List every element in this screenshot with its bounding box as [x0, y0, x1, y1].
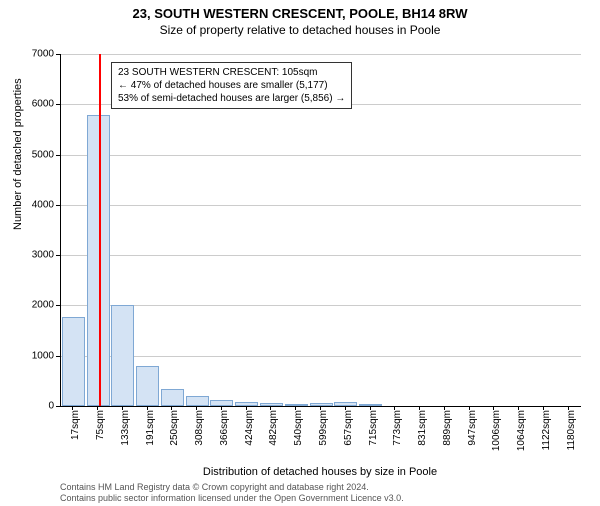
bar [136, 366, 159, 406]
y-tick-label: 4000 [14, 199, 54, 210]
plot-area: 23 SOUTH WESTERN CRESCENT: 105sqm ← 47% … [60, 54, 581, 407]
footer-line-2: Contains public sector information licen… [60, 493, 404, 503]
grid-line [61, 54, 581, 55]
x-tick-mark [320, 406, 321, 410]
x-tick-label: 366sqm [219, 410, 230, 454]
bar [111, 305, 134, 406]
x-tick-mark [469, 406, 470, 410]
x-tick-mark [72, 406, 73, 410]
y-tick-label: 5000 [14, 149, 54, 160]
x-axis-label: Distribution of detached houses by size … [60, 466, 580, 478]
y-tick-label: 2000 [14, 300, 54, 311]
x-tick-mark [493, 406, 494, 410]
info-line-2: ← 47% of detached houses are smaller (5,… [118, 79, 345, 92]
grid-line [61, 255, 581, 256]
x-tick-mark [518, 406, 519, 410]
x-tick-label: 831sqm [417, 410, 428, 454]
bar [210, 400, 233, 406]
bar [235, 402, 258, 406]
x-tick-mark [97, 406, 98, 410]
x-tick-label: 599sqm [318, 410, 329, 454]
x-tick-mark [444, 406, 445, 410]
x-tick-label: 540sqm [293, 410, 304, 454]
x-tick-mark [370, 406, 371, 410]
x-tick-mark [246, 406, 247, 410]
x-tick-mark [221, 406, 222, 410]
info-line-3: 53% of semi-detached houses are larger (… [118, 92, 345, 105]
grid-line [61, 205, 581, 206]
x-tick-label: 657sqm [343, 410, 354, 454]
x-tick-label: 482sqm [268, 410, 279, 454]
x-tick-label: 1180sqm [566, 410, 577, 454]
chart-title-main: 23, SOUTH WESTERN CRESCENT, POOLE, BH14 … [0, 6, 600, 21]
x-tick-label: 250sqm [169, 410, 180, 454]
x-tick-mark [196, 406, 197, 410]
x-tick-label: 17sqm [70, 410, 81, 454]
bar [62, 317, 85, 407]
y-tick-label: 6000 [14, 99, 54, 110]
bar [260, 403, 283, 406]
grid-line [61, 155, 581, 156]
x-tick-label: 133sqm [120, 410, 131, 454]
footer-text: Contains HM Land Registry data © Crown c… [60, 482, 580, 504]
x-tick-label: 889sqm [442, 410, 453, 454]
grid-line [61, 305, 581, 306]
x-tick-mark [394, 406, 395, 410]
x-tick-label: 308sqm [194, 410, 205, 454]
bar [285, 404, 308, 406]
info-box: 23 SOUTH WESTERN CRESCENT: 105sqm ← 47% … [111, 62, 352, 109]
y-tick-label: 7000 [14, 49, 54, 60]
x-tick-mark [419, 406, 420, 410]
x-tick-label: 947sqm [467, 410, 478, 454]
y-tick-label: 3000 [14, 250, 54, 261]
x-tick-label: 191sqm [145, 410, 156, 454]
bar [334, 402, 357, 406]
bar [359, 404, 382, 406]
y-tick-label: 0 [14, 401, 54, 412]
x-tick-label: 1006sqm [491, 410, 502, 454]
y-tick-label: 1000 [14, 350, 54, 361]
chart-title-sub: Size of property relative to detached ho… [0, 23, 600, 37]
bar [161, 389, 184, 406]
x-tick-mark [171, 406, 172, 410]
chart-container: 23, SOUTH WESTERN CRESCENT, POOLE, BH14 … [0, 6, 600, 506]
x-tick-mark [345, 406, 346, 410]
x-tick-label: 1122sqm [541, 410, 552, 454]
x-tick-mark [122, 406, 123, 410]
bar [186, 396, 209, 406]
x-tick-label: 773sqm [392, 410, 403, 454]
x-tick-label: 1064sqm [516, 410, 527, 454]
marker-line [99, 54, 101, 406]
x-tick-label: 75sqm [95, 410, 106, 454]
x-tick-mark [270, 406, 271, 410]
x-tick-label: 715sqm [368, 410, 379, 454]
x-tick-label: 424sqm [244, 410, 255, 454]
x-tick-mark [147, 406, 148, 410]
x-tick-mark [568, 406, 569, 410]
x-tick-mark [543, 406, 544, 410]
info-line-1: 23 SOUTH WESTERN CRESCENT: 105sqm [118, 66, 345, 79]
footer-line-1: Contains HM Land Registry data © Crown c… [60, 482, 369, 492]
bar [87, 115, 110, 406]
bar [310, 403, 333, 406]
x-tick-mark [295, 406, 296, 410]
grid-line [61, 356, 581, 357]
